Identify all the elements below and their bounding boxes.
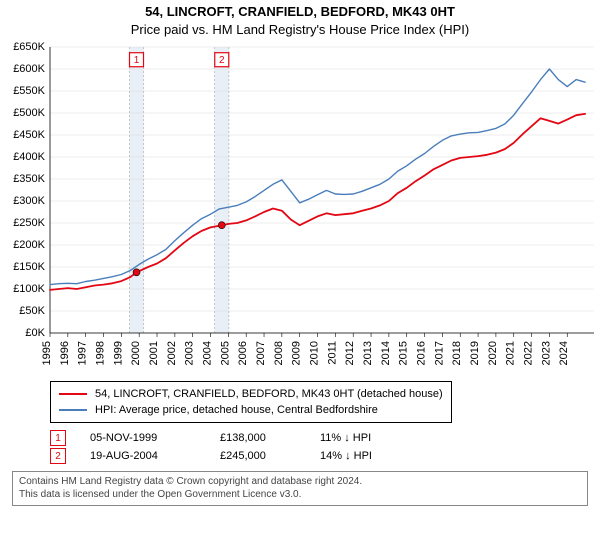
svg-text:2004: 2004 xyxy=(202,341,214,365)
svg-text:1995: 1995 xyxy=(41,341,53,365)
svg-text:£250K: £250K xyxy=(13,217,45,229)
sale-delta: 14% ↓ HPI xyxy=(320,450,420,462)
footer-line: This data is licensed under the Open Gov… xyxy=(19,489,581,502)
legend-row: HPI: Average price, detached house, Cent… xyxy=(59,402,443,418)
svg-text:2015: 2015 xyxy=(398,341,410,365)
chart-svg: £0K £50K £100K £150K £200K £250K £300K £350K £40… xyxy=(0,37,600,377)
page-title: 54, LINCROFT, CRANFIELD, BEDFORD, MK43 0… xyxy=(0,4,600,20)
sale-date: 05-NOV-1999 xyxy=(90,432,220,444)
svg-text:£550K: £550K xyxy=(13,85,45,97)
sale-price: £138,000 xyxy=(220,432,320,444)
sale-price: £245,000 xyxy=(220,450,320,462)
svg-text:1: 1 xyxy=(134,55,140,66)
legend-row: 54, LINCROFT, CRANFIELD, BEDFORD, MK43 0… xyxy=(59,386,443,402)
svg-text:1999: 1999 xyxy=(112,341,124,365)
svg-text:£450K: £450K xyxy=(13,129,45,141)
svg-text:2013: 2013 xyxy=(362,341,374,365)
svg-text:2017: 2017 xyxy=(433,341,445,365)
svg-text:2008: 2008 xyxy=(273,341,285,365)
svg-text:£350K: £350K xyxy=(13,173,45,185)
svg-text:£500K: £500K xyxy=(13,107,45,119)
license-footer: Contains HM Land Registry data © Crown c… xyxy=(12,471,588,506)
footer-line: Contains HM Land Registry data © Crown c… xyxy=(19,476,581,489)
legend-swatch xyxy=(59,393,87,395)
sale-marker-badge: 1 xyxy=(50,430,66,446)
svg-text:2023: 2023 xyxy=(540,341,552,365)
legend-label: 54, LINCROFT, CRANFIELD, BEDFORD, MK43 0… xyxy=(95,388,443,400)
svg-text:£650K: £650K xyxy=(13,41,45,53)
svg-text:2016: 2016 xyxy=(416,341,428,365)
svg-text:2010: 2010 xyxy=(309,341,321,365)
svg-text:2020: 2020 xyxy=(487,341,499,365)
svg-text:£0K: £0K xyxy=(25,327,45,339)
sale-date: 19-AUG-2004 xyxy=(90,450,220,462)
svg-text:2006: 2006 xyxy=(237,341,249,365)
svg-text:1996: 1996 xyxy=(59,341,71,365)
svg-text:2011: 2011 xyxy=(326,341,338,365)
legend-label: HPI: Average price, detached house, Cent… xyxy=(95,404,378,416)
svg-text:2014: 2014 xyxy=(380,341,392,365)
svg-text:2: 2 xyxy=(219,55,225,66)
svg-text:2007: 2007 xyxy=(255,341,267,365)
svg-text:2000: 2000 xyxy=(130,341,142,365)
svg-text:2022: 2022 xyxy=(523,341,535,365)
legend-swatch xyxy=(59,409,87,411)
svg-text:2018: 2018 xyxy=(451,341,463,365)
svg-text:2024: 2024 xyxy=(558,341,570,365)
sale-row: 1 05-NOV-1999 £138,000 11% ↓ HPI xyxy=(50,429,600,447)
chart: £0K £50K £100K £150K £200K £250K £300K £350K £40… xyxy=(0,37,600,377)
svg-text:£50K: £50K xyxy=(19,305,45,317)
svg-text:£600K: £600K xyxy=(13,63,45,75)
svg-text:1998: 1998 xyxy=(95,341,107,365)
page-subtitle: Price paid vs. HM Land Registry's House … xyxy=(0,22,600,38)
svg-text:2012: 2012 xyxy=(344,341,356,365)
svg-text:£100K: £100K xyxy=(13,283,45,295)
sale-marker-badge: 2 xyxy=(50,448,66,464)
svg-text:2021: 2021 xyxy=(505,341,517,365)
legend: 54, LINCROFT, CRANFIELD, BEDFORD, MK43 0… xyxy=(50,381,452,423)
svg-text:2005: 2005 xyxy=(219,341,231,365)
svg-text:2003: 2003 xyxy=(184,341,196,365)
sale-row: 2 19-AUG-2004 £245,000 14% ↓ HPI xyxy=(50,447,600,465)
svg-text:2019: 2019 xyxy=(469,341,481,365)
svg-text:£200K: £200K xyxy=(13,239,45,251)
svg-text:2009: 2009 xyxy=(291,341,303,365)
svg-text:£400K: £400K xyxy=(13,151,45,163)
svg-text:£300K: £300K xyxy=(13,195,45,207)
svg-text:2002: 2002 xyxy=(166,341,178,365)
svg-text:£150K: £150K xyxy=(13,261,45,273)
svg-text:1997: 1997 xyxy=(77,341,89,365)
sale-delta: 11% ↓ HPI xyxy=(320,432,420,444)
sales-list: 1 05-NOV-1999 £138,000 11% ↓ HPI 2 19-AU… xyxy=(50,429,600,465)
svg-text:2001: 2001 xyxy=(148,341,160,365)
